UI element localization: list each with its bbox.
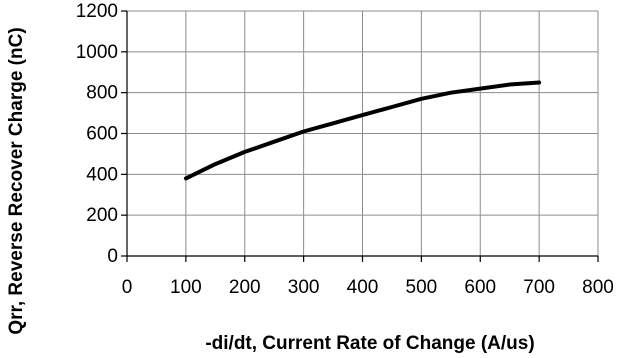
x-tick-label: 400 [347,277,379,298]
axes [121,10,599,262]
y-tick-label: 0 [107,246,118,267]
x-tick-label: 100 [170,277,202,298]
y-tick-label: 1000 [76,42,118,63]
y-tick-label: 400 [86,164,118,185]
y-tick-label: 600 [86,124,118,145]
x-tick-label: 0 [122,277,133,298]
x-tick-label: 700 [523,277,555,298]
x-tick-label: 300 [288,277,320,298]
x-tick-label: 800 [582,277,614,298]
tick-labels: 0 200 400 600 800 1000 1200 0 100 200 300 400 500 600… [76,1,614,298]
series-line [183,80,542,181]
y-tick-label: 1200 [76,1,118,22]
x-tick-label: 200 [229,277,261,298]
x-tick-label: 500 [406,277,438,298]
y-tick-label: 800 [86,83,118,104]
series-layer [183,80,542,181]
x-axis-title: -di/dt, Current Rate of Change (A/us) [205,333,534,354]
x-tick-label: 600 [464,277,496,298]
grid [127,10,599,256]
y-axis-title: Qrr, Reverse Recover Charge (nC) [6,27,27,334]
y-tick-label: 200 [86,205,118,226]
